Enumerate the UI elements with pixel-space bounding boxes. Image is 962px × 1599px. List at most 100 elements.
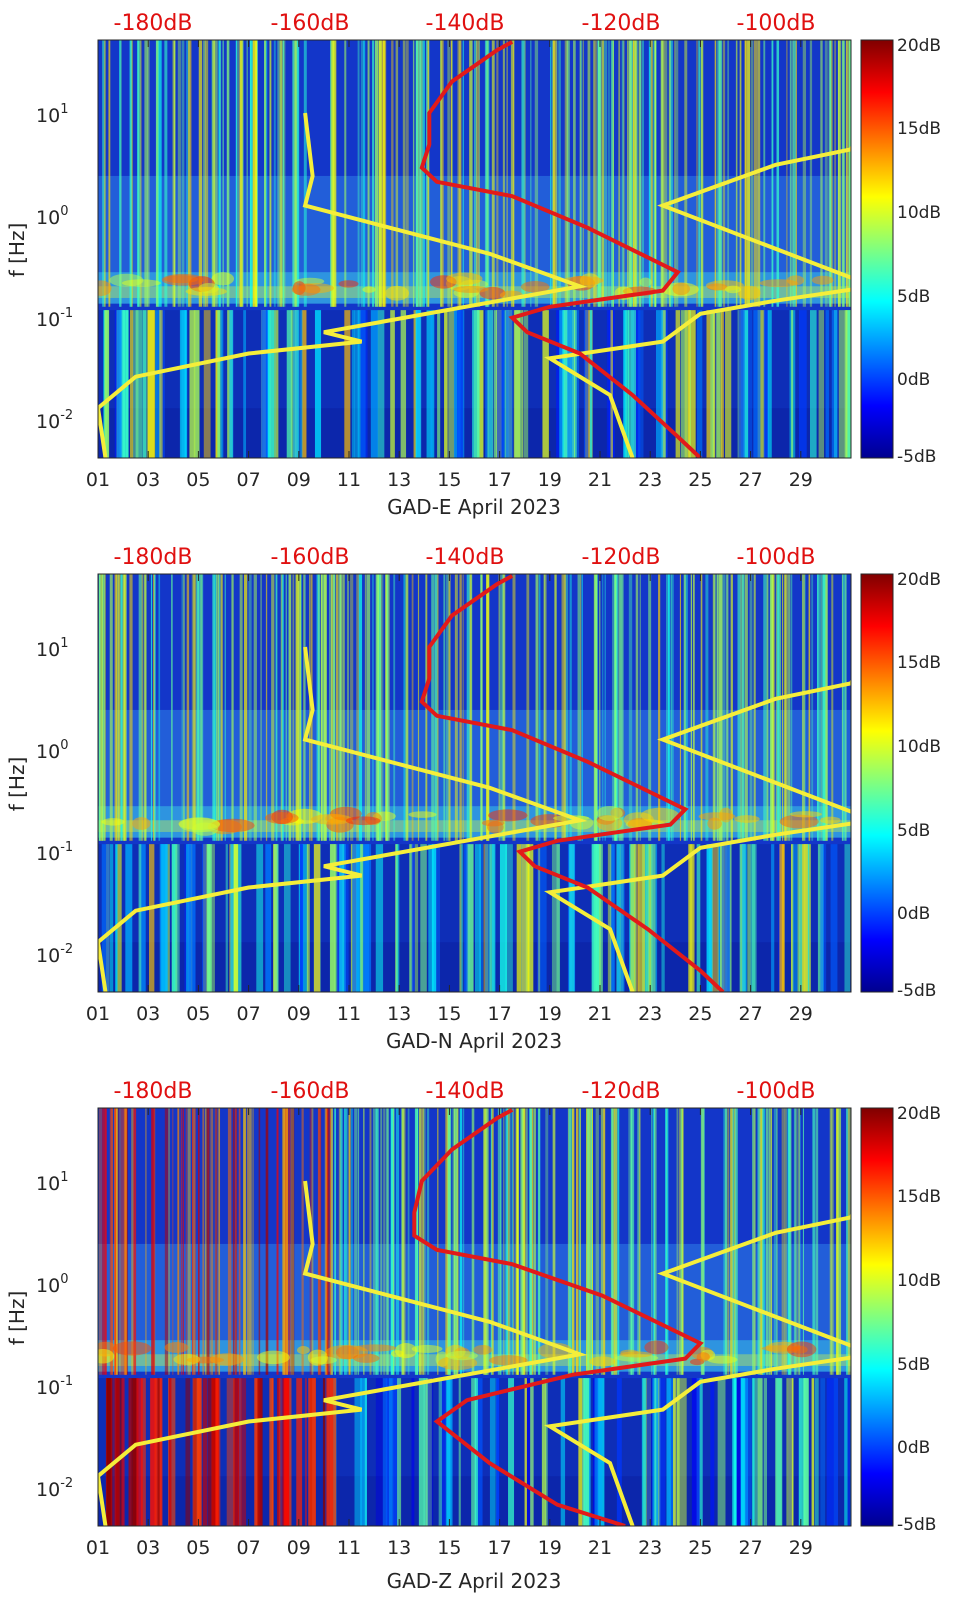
spectrogram-blob [98, 280, 112, 297]
spectrogram-stripe [831, 574, 834, 841]
spectrogram-column [339, 844, 347, 992]
spectrogram-stripe [637, 1108, 641, 1375]
spectrogram-stripe [440, 40, 442, 307]
spectrogram-column [606, 310, 612, 458]
spectrogram-column [679, 1378, 687, 1526]
spectrogram-column [536, 844, 540, 992]
spectrogram-stripe [443, 574, 446, 841]
top-axis-label: -140dB [426, 1079, 505, 1104]
spectrogram-column [269, 1378, 274, 1526]
spectrogram-stripe [351, 1108, 353, 1375]
spectrogram-column [740, 1378, 745, 1526]
x-tick-label: 23 [638, 1537, 662, 1559]
spectrogram-stripe [235, 40, 238, 307]
colorbar-label: -5dB [897, 1515, 936, 1535]
spectrogram-texture [98, 574, 851, 992]
spectrogram-stripe [819, 574, 822, 841]
spectrogram-stripe [526, 574, 530, 841]
spectrogram-stripe [612, 574, 615, 841]
spectrogram-column [464, 844, 469, 992]
spectrogram-stripe [509, 1108, 511, 1375]
spectrogram-stripe [290, 1108, 294, 1375]
spectrogram-column [803, 1378, 809, 1526]
spectrogram-stripe [533, 1108, 536, 1375]
spectrogram-stripe [177, 40, 181, 307]
spectrogram-column [472, 310, 480, 458]
spectrogram-stripe [369, 1108, 372, 1375]
x-tick-label: 27 [739, 469, 763, 491]
spectrogram-stripe [603, 1108, 606, 1375]
spectrogram-stripe [486, 1108, 489, 1375]
spectrogram-stripe [471, 1108, 475, 1375]
spectrogram-stripe [783, 1108, 786, 1375]
x-axis-label: GAD-Z April 2023 [387, 1569, 562, 1593]
spectrogram-stripe [674, 40, 679, 307]
spectrogram-blob [161, 273, 205, 286]
spectrogram-stripe [403, 574, 405, 841]
spectrogram-column [364, 1378, 367, 1526]
spectrogram-column [466, 844, 474, 992]
spectrogram-column [113, 1378, 121, 1526]
top-axis-labels: -180dB -160dB -140dB -120dB -100dB [114, 11, 816, 36]
spectrogram-blob [446, 1350, 478, 1361]
spectrogram-column [767, 310, 772, 458]
spectrogram-stripe [696, 40, 698, 307]
spectrogram-stripe [544, 574, 546, 841]
spectrogram-column [296, 1378, 303, 1526]
spectrogram-stripe [668, 574, 671, 841]
spectrogram-stripe [104, 40, 106, 307]
spectrogram-column [117, 310, 123, 458]
y-tick-label: 10-2 [36, 1476, 73, 1501]
spectrogram-stripe [102, 1108, 106, 1375]
psd-median-line [412, 1108, 704, 1526]
spectrogram-stripe [716, 40, 720, 307]
spectrogram-column [809, 310, 817, 458]
spectrogram-stripe [186, 574, 190, 841]
colorbar-gradient [860, 573, 894, 993]
spectrogram-column [188, 844, 196, 992]
spectrogram-column [802, 844, 808, 992]
spectrogram-stripe [468, 40, 473, 307]
spectrogram-column [313, 844, 321, 992]
spectrogram-stripe [713, 574, 716, 841]
spectrogram-stripe [224, 574, 226, 841]
spectrogram-stripe [502, 574, 506, 841]
spectrogram-stripe [842, 40, 845, 307]
spectrogram-column [226, 1378, 235, 1526]
spectrogram-plot [98, 40, 851, 458]
spectrogram-stripe [115, 1108, 118, 1375]
spectrogram-stripe [192, 1108, 197, 1375]
spectrogram-stripe [565, 574, 569, 841]
spectrogram-stripe [329, 574, 331, 841]
top-axis-label: -100dB [737, 11, 816, 36]
spectrogram-stripe [614, 574, 616, 841]
spectrogram-stripe [627, 40, 629, 307]
spectrogram-stripe [248, 574, 252, 841]
x-tick-label: 01 [86, 469, 110, 491]
spectrogram-column [496, 1378, 500, 1526]
spectrogram-stripe [458, 40, 462, 307]
colorbar-label: 15dB [897, 119, 941, 139]
spectrogram-stripe [109, 574, 113, 841]
spectrogram-band [98, 820, 851, 832]
spectrogram-stripe [252, 1108, 254, 1375]
spectrogram-stripe [422, 40, 425, 307]
x-tick-label: 01 [86, 1003, 110, 1025]
spectrogram-column [225, 844, 228, 992]
spectrogram-stripe [595, 1108, 599, 1375]
spectrogram-stripe [556, 40, 558, 307]
spectrogram-column [185, 1378, 191, 1526]
spectrogram-stripe [845, 40, 848, 307]
spectrogram-stripe [811, 574, 814, 841]
spectrogram-stripe [614, 1108, 618, 1375]
spectrogram-stripe [377, 40, 379, 307]
spectrogram-stripe [693, 574, 695, 841]
spectrogram-stripe [145, 1108, 147, 1375]
spectrogram-blob [639, 277, 652, 287]
spectrogram-column [139, 844, 146, 992]
spectrogram-stripe [101, 574, 106, 841]
spectrogram-column [506, 310, 513, 458]
spectrogram-column [174, 844, 180, 992]
spectrogram-stripe [739, 574, 743, 841]
spectrogram-column [676, 1378, 680, 1526]
